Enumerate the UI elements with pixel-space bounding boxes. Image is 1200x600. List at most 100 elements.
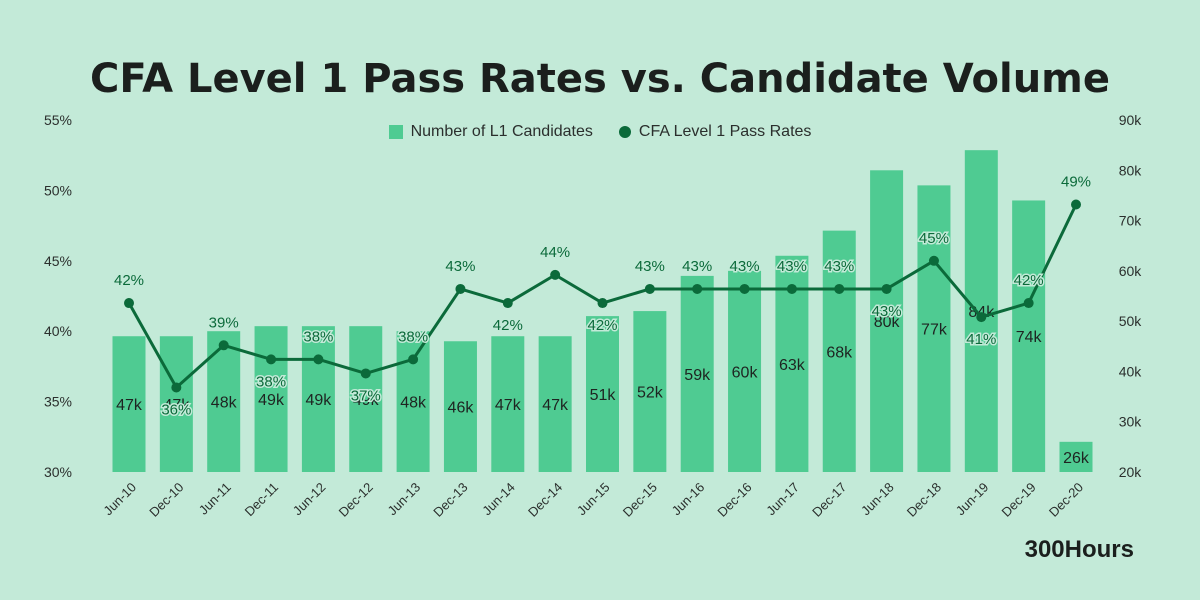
pass-rate-data-label: 38% xyxy=(256,373,286,390)
legend-item-candidates: Number of L1 Candidates xyxy=(388,123,593,141)
bar xyxy=(491,336,525,472)
y-left-tick-label: 30% xyxy=(44,464,72,480)
bar xyxy=(538,336,572,472)
y-left-tick-label: 45% xyxy=(44,253,72,269)
pass-rate-point xyxy=(502,298,513,309)
pass-rate-point xyxy=(1023,298,1034,309)
bar-data-label: 77k xyxy=(921,322,948,339)
pass-rate-data-label: 43% xyxy=(730,258,760,275)
x-tick-label: Jun-17 xyxy=(763,480,802,519)
y-right-tick-label: 50k xyxy=(1119,313,1143,329)
bar-data-label: 46k xyxy=(448,400,475,417)
bar-data-label: 52k xyxy=(637,385,664,402)
x-tick-label: Jun-16 xyxy=(669,480,708,519)
pass-rate-point xyxy=(739,283,750,294)
pass-rate-point xyxy=(1071,199,1081,210)
bar xyxy=(159,336,193,472)
bar-data-label: 80k xyxy=(874,314,901,331)
pass-rate-data-label: 43% xyxy=(777,258,807,275)
bar-data-label: 68k xyxy=(826,344,853,361)
bar xyxy=(443,341,477,472)
x-tick-label: Dec-16 xyxy=(714,480,754,520)
pass-rate-data-label: 38% xyxy=(398,328,428,345)
y-right-tick-label: 60k xyxy=(1119,263,1143,279)
x-tick-label: Dec-10 xyxy=(146,480,186,520)
bar xyxy=(633,311,667,472)
bar xyxy=(301,326,335,472)
y-left-tick-label: 50% xyxy=(44,182,72,198)
pass-rate-data-label: 42% xyxy=(493,317,523,334)
bar-data-label: 48k xyxy=(400,395,427,412)
bar xyxy=(680,275,714,472)
pass-rate-point xyxy=(266,354,277,365)
pass-rate-point xyxy=(644,283,655,294)
pass-rate-data-label: 43% xyxy=(682,258,712,275)
pass-rate-data-label: 45% xyxy=(919,230,949,247)
x-tick-label: Dec-18 xyxy=(904,480,944,520)
bar-data-label: 47k xyxy=(542,397,569,414)
bar xyxy=(964,150,998,472)
pass-rate-point xyxy=(597,298,608,309)
bar-data-label: 48k xyxy=(211,395,238,412)
x-tick-label: Dec-13 xyxy=(430,480,470,520)
x-tick-label: Dec-12 xyxy=(336,480,376,520)
bar-data-label: 74k xyxy=(1016,329,1043,346)
pass-rate-data-label: 44% xyxy=(540,244,570,261)
y-left-tick-label: 35% xyxy=(44,394,72,410)
legend-bar-swatch xyxy=(388,125,403,139)
y-right-tick-label: 70k xyxy=(1119,213,1143,229)
pass-rate-data-label: 37% xyxy=(351,387,381,404)
bar-data-label: 49k xyxy=(353,392,380,409)
pass-rate-data-label: 43% xyxy=(872,303,902,320)
legend-label-pass-rates: CFA Level 1 Pass Rates xyxy=(638,123,812,140)
pass-rate-data-label: 39% xyxy=(209,314,239,331)
bar xyxy=(1059,441,1093,472)
pass-rate-data-label: 42% xyxy=(1014,272,1044,289)
brand-logo-text: 300Hours xyxy=(1024,536,1134,563)
bar-data-label: 60k xyxy=(732,364,759,381)
pass-rate-point xyxy=(692,283,703,294)
pass-rate-data-label: 43% xyxy=(445,258,475,275)
bar xyxy=(1012,200,1046,472)
bar xyxy=(822,230,856,472)
x-tick-label: Jun-19 xyxy=(953,480,992,519)
bar-data-label: 49k xyxy=(258,392,285,409)
pass-rate-point xyxy=(786,283,797,294)
pass-rate-point xyxy=(834,283,845,294)
bar xyxy=(870,170,904,473)
y-right-tick-label: 90k xyxy=(1119,112,1143,128)
pass-rate-point xyxy=(313,354,324,365)
bar xyxy=(728,270,762,472)
bar xyxy=(349,326,383,472)
y-right-tick-label: 20k xyxy=(1119,464,1143,480)
bar xyxy=(586,316,619,472)
x-tick-label: Dec-20 xyxy=(1046,480,1086,520)
pass-rate-data-label: 43% xyxy=(824,258,854,275)
pass-rate-point xyxy=(455,283,466,294)
x-tick-label: Dec-19 xyxy=(999,480,1039,520)
x-tick-label: Dec-11 xyxy=(242,480,282,520)
y-right-tick-label: 30k xyxy=(1119,414,1143,430)
bar xyxy=(917,185,951,472)
x-tick-label: Jun-15 xyxy=(574,480,613,519)
pass-rate-point xyxy=(360,368,371,379)
pass-rate-point xyxy=(124,298,134,309)
pass-rate-data-label: 42% xyxy=(114,272,144,289)
x-tick-label: Dec-17 xyxy=(809,480,849,520)
pass-rate-point xyxy=(976,312,987,323)
chart-title: CFA Level 1 Pass Rates vs. Candidate Vol… xyxy=(90,56,1110,102)
y-left-tick-label: 55% xyxy=(44,112,72,128)
pass-rate-data-label: 38% xyxy=(303,328,333,345)
pass-rate-point xyxy=(171,382,182,393)
pass-rate-point xyxy=(928,255,939,266)
x-tick-label: Jun-12 xyxy=(290,480,329,519)
bar-data-label: 51k xyxy=(590,387,617,404)
bar-data-label: 47k xyxy=(116,397,143,414)
pass-rate-point xyxy=(408,354,419,365)
pass-rate-data-label: 36% xyxy=(161,402,191,419)
legend-item-pass-rates: CFA Level 1 Pass Rates xyxy=(618,123,812,141)
pass-rate-point xyxy=(881,283,892,294)
pass-rate-point xyxy=(550,269,561,280)
pass-rate-point xyxy=(218,340,229,351)
